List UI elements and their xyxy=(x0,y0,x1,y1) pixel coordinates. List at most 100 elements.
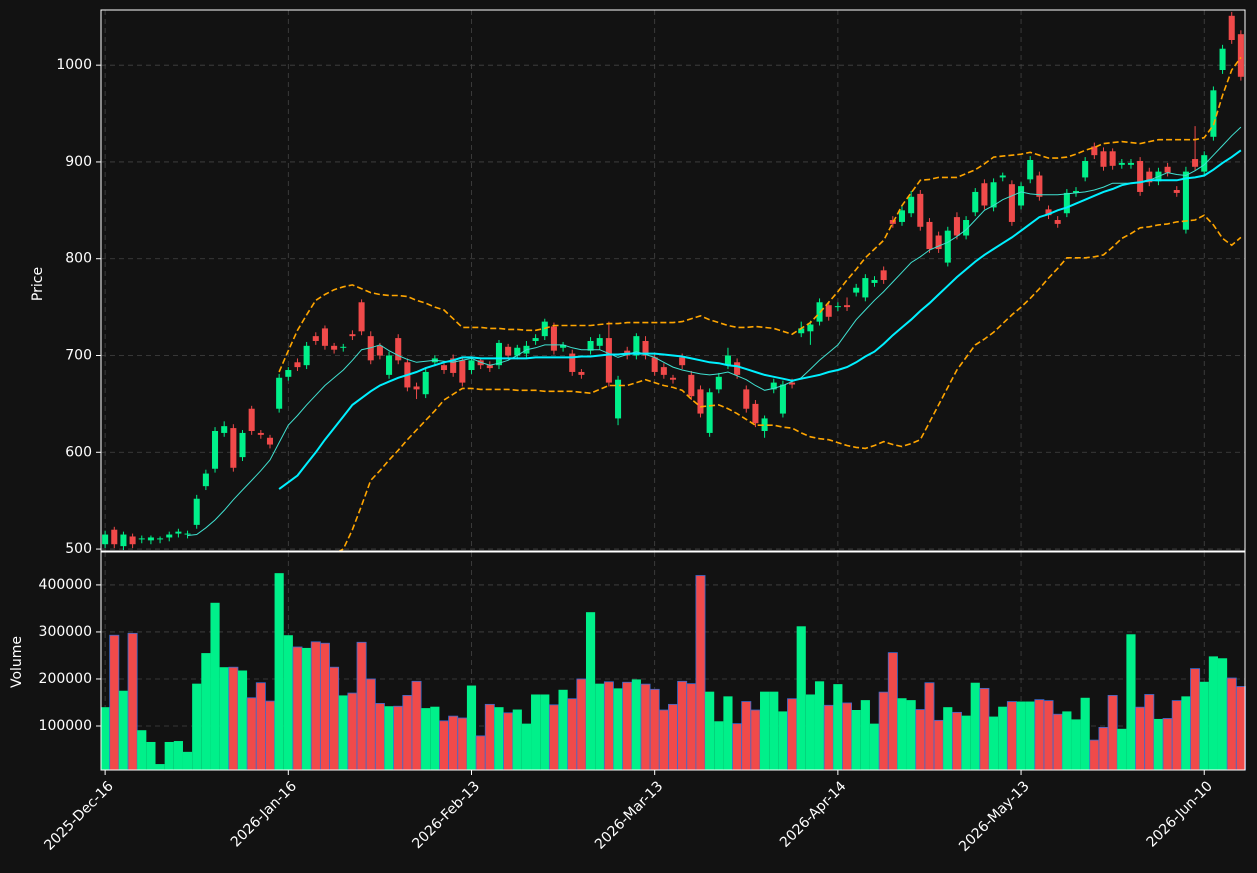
volume-bar xyxy=(540,694,550,770)
volume-bar xyxy=(521,723,532,770)
x-tick-label: 2026-Feb-13 xyxy=(409,778,483,852)
volume-tick-label: 300000 xyxy=(39,624,92,640)
volume-bar xyxy=(668,703,678,771)
volume-bar xyxy=(393,705,404,771)
overlay-line xyxy=(187,126,1242,536)
candle-body xyxy=(615,379,622,419)
candle-body xyxy=(981,183,988,206)
candle-body xyxy=(550,326,557,351)
volume-bar xyxy=(585,612,596,770)
candle-body xyxy=(605,338,612,383)
volume-bar xyxy=(741,701,752,771)
candle-body xyxy=(514,347,521,356)
candle-body xyxy=(761,418,768,431)
volume-bar xyxy=(603,681,614,771)
candle-body xyxy=(1036,175,1043,197)
candle-body xyxy=(752,403,759,424)
candle-body xyxy=(1045,209,1052,216)
volume-bar xyxy=(897,698,907,770)
volume-bar xyxy=(640,683,651,771)
candle-body xyxy=(596,338,603,346)
volume-bar xyxy=(723,696,733,770)
candle-body xyxy=(560,344,567,348)
candle-body xyxy=(1192,159,1199,167)
volume-bar xyxy=(695,575,706,771)
candle-body xyxy=(633,336,640,356)
candle-body xyxy=(303,345,310,366)
candle-body xyxy=(587,340,594,351)
volume-bar xyxy=(558,689,568,770)
candle-body xyxy=(1182,171,1189,230)
volume-bar xyxy=(228,666,239,771)
volume-bar xyxy=(714,721,724,770)
volume-bar xyxy=(319,642,330,771)
volume-bar xyxy=(979,687,990,771)
volume-bar xyxy=(265,700,275,771)
candle-body xyxy=(276,377,283,409)
volume-bar xyxy=(787,698,798,771)
volume-bar xyxy=(374,703,385,771)
volume-bar xyxy=(878,691,889,771)
volume-bar xyxy=(1071,719,1081,770)
volume-bar xyxy=(915,709,926,771)
volume-bar xyxy=(1217,658,1228,770)
volume-bar xyxy=(310,641,321,771)
candle-body xyxy=(331,345,338,350)
volume-bar xyxy=(246,697,257,771)
candle-body xyxy=(834,306,841,308)
candle-body xyxy=(724,355,731,366)
candle-body xyxy=(651,357,658,372)
volume-bar xyxy=(814,681,825,770)
volume-bar xyxy=(155,764,165,770)
candle-body xyxy=(734,362,741,375)
volume-bar xyxy=(1080,697,1090,770)
volume-bar xyxy=(100,707,110,770)
candle-body xyxy=(825,305,832,317)
candle-body xyxy=(972,191,979,213)
candle-body xyxy=(1127,162,1134,165)
candle-body xyxy=(844,305,851,308)
candle-body xyxy=(1146,171,1153,183)
volume-bar xyxy=(109,634,120,771)
x-tick-label: 2025-Dec-16 xyxy=(41,778,116,853)
candle-body xyxy=(102,534,109,545)
volume-bar xyxy=(649,688,660,771)
y-tick-label: 800 xyxy=(65,251,92,267)
candle-body xyxy=(743,389,750,409)
candle-body xyxy=(770,382,777,390)
overlay-line xyxy=(337,214,1242,551)
candle-body xyxy=(688,374,695,397)
volume-bar xyxy=(1235,686,1246,771)
volume-bar xyxy=(658,709,669,771)
volume-axis-label: Volume xyxy=(9,636,25,688)
candle-body xyxy=(1228,15,1235,41)
volume-bar xyxy=(750,709,761,771)
candle-body xyxy=(505,346,512,356)
volume-bar xyxy=(146,741,156,770)
volume-bar xyxy=(466,685,477,770)
volume-bar xyxy=(548,704,559,771)
volume-bar xyxy=(851,709,861,770)
candle-body xyxy=(953,217,960,236)
volume-bar xyxy=(732,723,743,771)
volume-bar xyxy=(448,715,459,771)
volume-bar xyxy=(1181,696,1191,770)
candle-body xyxy=(248,408,255,431)
volume-bar xyxy=(365,678,376,771)
candle-body xyxy=(266,437,274,445)
candle-body xyxy=(221,426,228,433)
candle-body xyxy=(450,358,457,373)
y-tick-label: 900 xyxy=(65,154,92,170)
candle-body xyxy=(1201,155,1208,172)
y-tick-label: 600 xyxy=(65,444,92,460)
candle-body xyxy=(926,221,933,250)
candle-body xyxy=(440,365,448,371)
candle-body xyxy=(880,270,887,281)
y-tick-label: 700 xyxy=(65,348,92,364)
volume-bar xyxy=(998,706,1008,770)
volume-bar xyxy=(887,652,898,771)
volume-bar xyxy=(457,717,468,771)
volume-bar xyxy=(1034,699,1045,771)
candle-body xyxy=(459,360,466,383)
candle-body xyxy=(184,533,191,535)
